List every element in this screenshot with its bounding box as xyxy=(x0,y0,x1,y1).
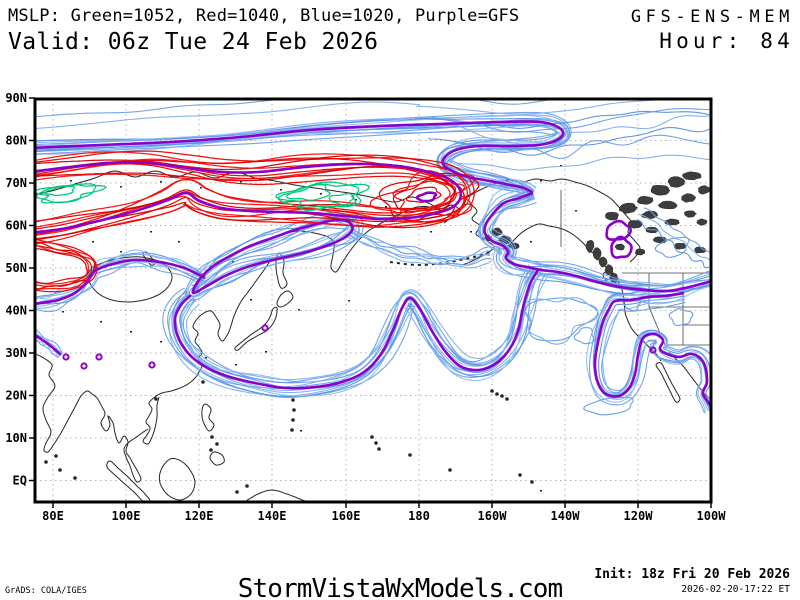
loop-green-center-inner xyxy=(328,192,355,206)
lat-label-20N: 20N xyxy=(5,389,27,403)
loop-green-west-inner xyxy=(44,185,76,197)
loop-blue-inner-u2 xyxy=(668,308,694,327)
loop-green-center-mid xyxy=(285,183,331,201)
lat-label-50N: 50N xyxy=(5,261,27,275)
lon-label-100E: 100E xyxy=(112,509,141,523)
mslp-legend: MSLP: Green=1052, Red=1040, Blue=1020, P… xyxy=(8,6,520,26)
loop-red-spiral-outer xyxy=(369,170,480,223)
forecast-hour: Hour: 84 xyxy=(659,29,794,53)
lat-label-60N: 60N xyxy=(5,219,27,233)
lon-label-160E: 160E xyxy=(332,509,361,523)
bundle-canada-diagonal xyxy=(634,207,710,269)
loop-blue-under-u xyxy=(583,396,634,416)
generated-timestamp: 2026-02-20-17:22 ET xyxy=(681,584,790,595)
lat-label-EQ: EQ xyxy=(13,474,27,488)
model-name: GFS-ENS-MEM xyxy=(630,7,794,27)
init-time: Init: 18z Fri 20 Feb 2026 xyxy=(594,567,790,582)
lon-label-120W: 120W xyxy=(624,509,654,523)
lon-label-140W: 140W xyxy=(551,509,581,523)
grads-credit: GrADS: COLA/IGES xyxy=(5,586,87,596)
lat-label-80N: 80N xyxy=(5,134,27,148)
loop-green-center-outer xyxy=(275,181,371,211)
bundle-aleutian-link xyxy=(347,227,492,269)
lon-label-160W: 160W xyxy=(478,509,508,523)
loop-blue-canada-loop xyxy=(654,236,690,258)
map-frame xyxy=(33,97,713,504)
loop-blue-pacific-loop-b xyxy=(573,327,595,345)
valid-time: Valid: 06z Tue 24 Feb 2026 xyxy=(8,29,379,55)
lon-label-80E: 80E xyxy=(42,509,64,523)
lon-label-180: 180 xyxy=(408,509,430,523)
lat-label-90N: 90N xyxy=(5,91,27,105)
lat-label-30N: 30N xyxy=(5,346,27,360)
lat-label-40N: 40N xyxy=(5,304,27,318)
bundle-red-hook xyxy=(36,238,98,293)
axis-labels: 90N 80N 70N 60N 50N 40N 30N 20N 10N EQ 80E 100E 120E… xyxy=(5,91,726,523)
bundle-arctic-strands-3 xyxy=(453,134,710,171)
lon-label-120E: 120E xyxy=(185,509,214,523)
lat-label-10N: 10N xyxy=(5,431,27,445)
map-content xyxy=(36,100,710,501)
bundle-stray-top xyxy=(36,100,420,129)
lat-label-70N: 70N xyxy=(5,176,27,190)
bundle-arctic-strands-2 xyxy=(428,108,710,156)
loop-blue-pacific-loop-a xyxy=(523,297,600,345)
lon-label-100W: 100W xyxy=(697,509,727,523)
lon-label-140E: 140E xyxy=(258,509,287,523)
loop-red-spiral-mid xyxy=(392,177,466,214)
loop-green-west-outer xyxy=(36,183,107,204)
gfs-purple-contours xyxy=(36,120,710,409)
site-watermark: StormVistaWxModels.com xyxy=(237,574,563,600)
